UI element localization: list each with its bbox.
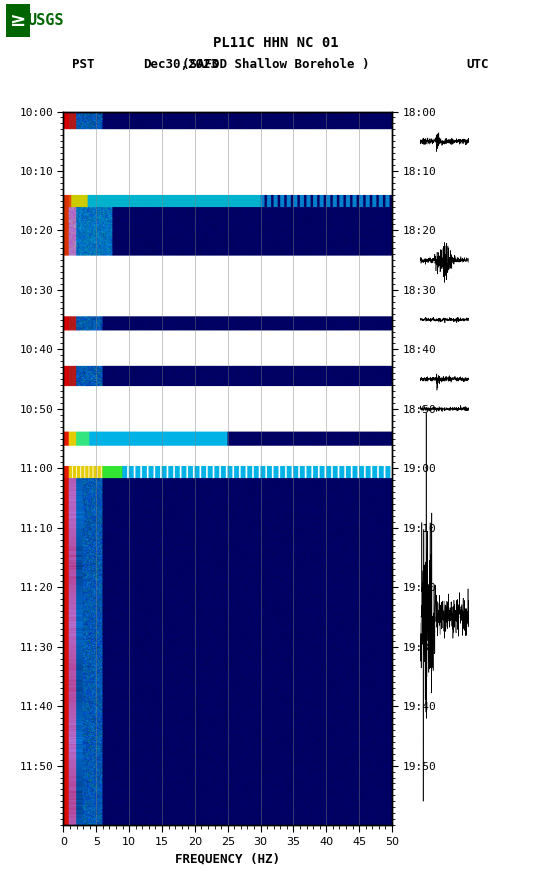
Text: ≥: ≥: [9, 11, 26, 30]
Text: UTC: UTC: [466, 58, 489, 70]
X-axis label: FREQUENCY (HZ): FREQUENCY (HZ): [175, 853, 280, 865]
Text: USGS: USGS: [27, 13, 63, 28]
Text: PL11C HHN NC 01: PL11C HHN NC 01: [213, 36, 339, 50]
Text: (SAFOD Shallow Borehole ): (SAFOD Shallow Borehole ): [182, 58, 370, 70]
Text: PST: PST: [72, 58, 94, 70]
Text: Dec30,2023: Dec30,2023: [144, 58, 219, 70]
FancyBboxPatch shape: [6, 4, 30, 37]
